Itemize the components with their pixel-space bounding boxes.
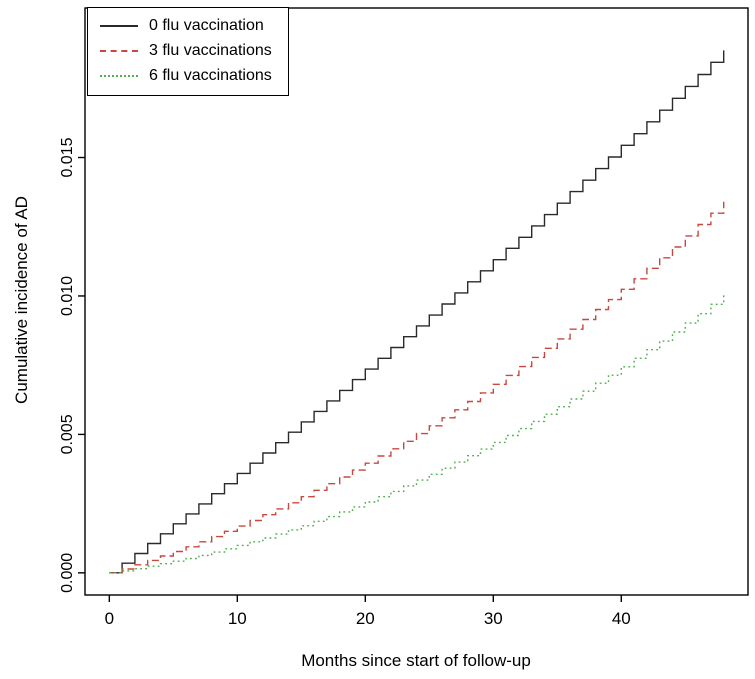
legend-line-sample-dotted bbox=[100, 75, 138, 77]
y-tick-label: 0.005 bbox=[59, 414, 76, 454]
legend-label: 3 flu vaccinations bbox=[149, 42, 272, 59]
y-tick-label: 0.015 bbox=[59, 137, 76, 177]
x-tick-label: 30 bbox=[484, 609, 503, 628]
series-path-0 bbox=[109, 50, 725, 574]
y-axis-title: Cumulative incidence of AD bbox=[12, 196, 31, 404]
x-tick-label: 40 bbox=[612, 609, 631, 628]
legend-item: 6 flu vaccinations bbox=[100, 67, 272, 85]
x-tick-label: 20 bbox=[356, 609, 375, 628]
legend-item: 0 flu vaccination bbox=[100, 17, 272, 35]
legend-label: 0 flu vaccination bbox=[149, 17, 264, 34]
legend-item: 3 flu vaccinations bbox=[100, 42, 272, 60]
x-axis-title: Months since start of follow-up bbox=[301, 651, 531, 670]
plot-box bbox=[84, 7, 749, 596]
y-tick-label: 0.000 bbox=[59, 553, 76, 593]
legend-line-sample-solid bbox=[100, 25, 138, 27]
legend-line-sample-dashed bbox=[100, 50, 138, 52]
x-tick-label: 0 bbox=[105, 609, 114, 628]
legend: 0 flu vaccination 3 flu vaccinations 6 f… bbox=[87, 7, 289, 96]
y-tick-label: 0.010 bbox=[59, 276, 76, 316]
series-path-1 bbox=[109, 201, 725, 574]
legend-label: 6 flu vaccinations bbox=[149, 67, 272, 84]
x-tick-label: 10 bbox=[228, 609, 247, 628]
